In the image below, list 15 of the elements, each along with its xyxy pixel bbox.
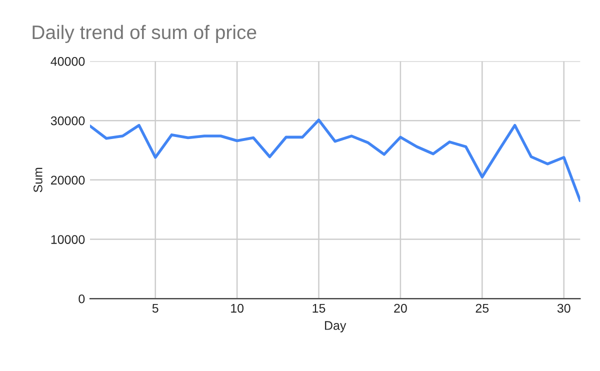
x-tick-label: 15 [312, 304, 326, 313]
x-tick-label: 10 [231, 304, 244, 313]
x-tick-label: 30 [557, 304, 570, 313]
x-tick-label: 20 [394, 304, 407, 313]
chart-title: Daily trend of sum of price [32, 24, 256, 44]
y-tick-label: 20000 [51, 176, 85, 185]
line-series [90, 118, 580, 202]
x-tick-label: 25 [476, 304, 489, 313]
y-tick-label: 40000 [50, 57, 85, 66]
x-tick-label: 5 [152, 304, 158, 313]
x-axis-title: Day [325, 321, 346, 332]
y-tick-label: 10000 [51, 235, 85, 244]
y-tick-label: 30000 [50, 116, 85, 126]
y-axis-title: Sum [34, 168, 42, 192]
y-tick-label: 0 [78, 294, 85, 304]
